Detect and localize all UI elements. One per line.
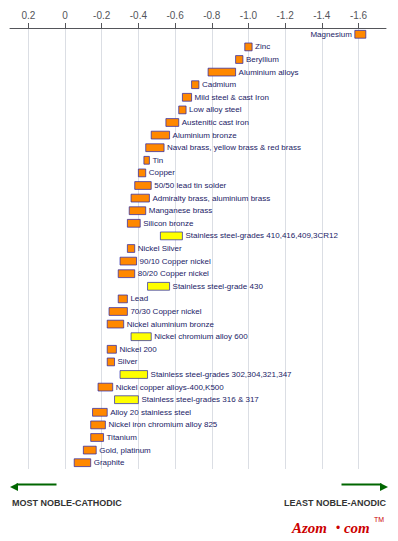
svg-text:Lead: Lead (130, 294, 148, 303)
svg-text:Stainless steel-grades 316 & 3: Stainless steel-grades 316 & 317 (141, 395, 259, 404)
svg-text:0: 0 (62, 10, 68, 21)
svg-text:Silver: Silver (118, 357, 138, 366)
svg-text:80/20 Copper nickel: 80/20 Copper nickel (138, 269, 209, 278)
svg-text:Beryllium: Beryllium (246, 55, 279, 64)
svg-text:-1.6: -1.6 (350, 10, 368, 21)
svg-text:Stainless steel-grades 410,416: Stainless steel-grades 410,416,409,3CR12 (185, 231, 338, 240)
svg-text:Admiralty brass, aluminium bra: Admiralty brass, aluminium brass (152, 194, 270, 203)
svg-text:Magnesium: Magnesium (310, 30, 352, 39)
svg-text:-1.2: -1.2 (277, 10, 295, 21)
svg-text:Naval brass, yellow brass & re: Naval brass, yellow brass & red brass (167, 143, 301, 152)
svg-text:0.2: 0.2 (21, 10, 35, 21)
svg-text:Silicon bronze: Silicon bronze (143, 219, 194, 228)
svg-text:Nickel aluminium bronze: Nickel aluminium bronze (127, 320, 215, 329)
svg-text:90/10 Copper nickel: 90/10 Copper nickel (140, 257, 211, 266)
svg-text:70/30 Copper nickel: 70/30 Copper nickel (130, 307, 201, 316)
svg-text:-1.0: -1.0 (240, 10, 258, 21)
svg-text:Aluminium alloys: Aluminium alloys (239, 68, 299, 77)
svg-text:Mild steel & cast Iron: Mild steel & cast Iron (195, 93, 269, 102)
svg-text:Low alloy steel: Low alloy steel (189, 105, 242, 114)
svg-text:Azom: Azom (291, 520, 327, 536)
svg-text:Graphite: Graphite (94, 458, 125, 467)
svg-text:Nickel Silver: Nickel Silver (138, 244, 182, 253)
svg-text:Aluminium bronze: Aluminium bronze (173, 131, 238, 140)
svg-text:-0.8: -0.8 (203, 10, 221, 21)
svg-text:TM: TM (374, 516, 384, 523)
svg-text:Alloy 20 stainless steel: Alloy 20 stainless steel (110, 408, 191, 417)
svg-text:LEAST NOBLE-ANODIC: LEAST NOBLE-ANODIC (284, 498, 386, 508)
svg-text:Nickel copper alloys-400,K500: Nickel copper alloys-400,K500 (116, 383, 225, 392)
svg-text:Stainless steel-grade 430: Stainless steel-grade 430 (173, 282, 264, 291)
svg-text:Titanium: Titanium (107, 433, 138, 442)
svg-text:-0.6: -0.6 (166, 10, 184, 21)
svg-text:Tin: Tin (152, 156, 163, 165)
svg-text:MOST NOBLE-CATHODIC: MOST NOBLE-CATHODIC (12, 498, 122, 508)
svg-text:Stainless steel-grades 302,304: Stainless steel-grades 302,304,321,347 (151, 370, 293, 379)
svg-text:Gold, platinum: Gold, platinum (99, 446, 151, 455)
svg-text:Nickel chromium alloy 600: Nickel chromium alloy 600 (154, 332, 248, 341)
svg-text:-1.4: -1.4 (313, 10, 331, 21)
svg-text:Zinc: Zinc (255, 42, 270, 51)
svg-text:-0.2: -0.2 (93, 10, 111, 21)
svg-text:Nickel iron chromium alloy 825: Nickel iron chromium alloy 825 (108, 420, 217, 429)
svg-text:Cadmium: Cadmium (202, 80, 237, 89)
svg-text:•: • (336, 521, 340, 535)
svg-text:-0.4: -0.4 (130, 10, 148, 21)
svg-text:Nickel 200: Nickel 200 (119, 345, 157, 354)
svg-text:com: com (344, 520, 370, 536)
svg-text:Austenitic cast iron: Austenitic cast iron (182, 118, 249, 127)
svg-text:Manganese brass: Manganese brass (149, 206, 213, 215)
svg-text:50/50 lead tin solder: 50/50 lead tin solder (154, 181, 226, 190)
svg-text:Copper: Copper (149, 168, 176, 177)
